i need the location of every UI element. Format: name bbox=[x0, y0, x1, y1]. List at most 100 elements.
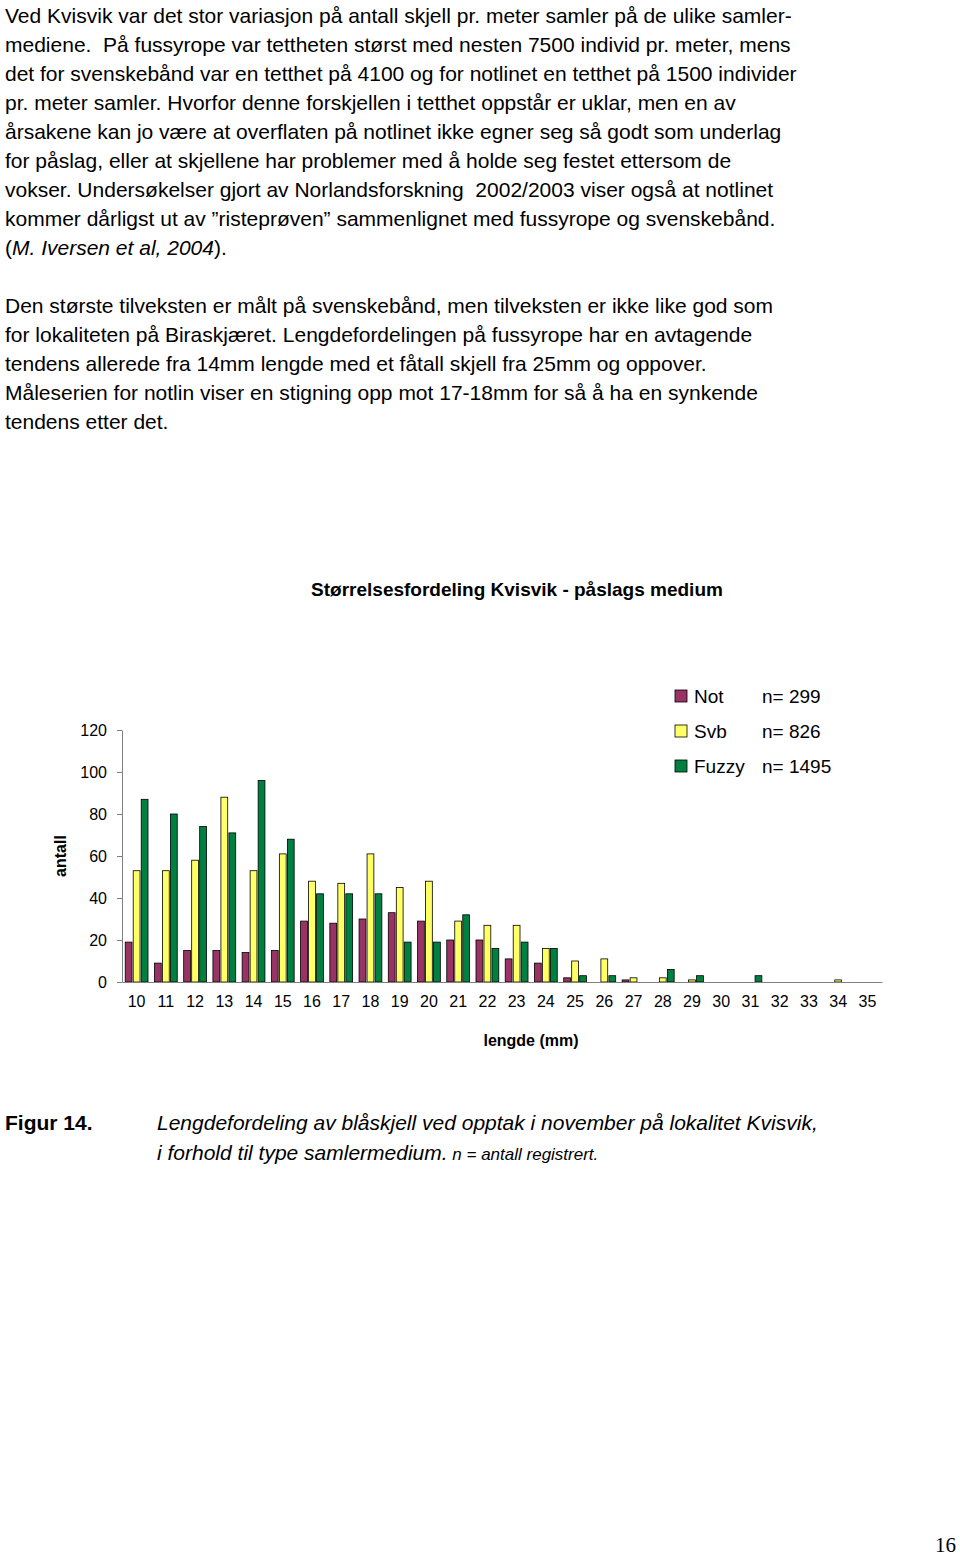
tick: 40 bbox=[89, 890, 122, 907]
legend-swatch bbox=[675, 760, 687, 772]
tick-label: 0 bbox=[98, 974, 107, 991]
tick-label: 35 bbox=[858, 993, 876, 1010]
bar bbox=[330, 923, 337, 982]
axis-line bbox=[122, 731, 123, 983]
tick: 21 bbox=[449, 982, 467, 1010]
bar bbox=[192, 860, 199, 982]
paragraph: Ved Kvisvik var det stor variasjon på an… bbox=[5, 1, 960, 262]
bar bbox=[346, 894, 353, 982]
x-axis: 1011121314151617181920212223242526272829… bbox=[123, 982, 883, 1010]
tick-label: 32 bbox=[771, 993, 789, 1010]
bar bbox=[404, 942, 411, 982]
figure-label: Figur 14. bbox=[5, 1108, 93, 1138]
tick-label: 19 bbox=[391, 993, 409, 1010]
tick-label: 40 bbox=[89, 890, 107, 907]
tick: 28 bbox=[654, 982, 672, 1010]
tick-label: 14 bbox=[245, 993, 263, 1010]
bar bbox=[550, 948, 557, 982]
bar bbox=[133, 871, 140, 982]
y-axis: 020406080100120 bbox=[80, 722, 122, 991]
axis-line bbox=[123, 982, 883, 983]
tick: 20 bbox=[89, 932, 122, 949]
x-axis-title: lengde (mm) bbox=[483, 1032, 578, 1049]
text-line: årsakene kan jo være at overflaten på no… bbox=[5, 117, 960, 146]
bar bbox=[213, 951, 220, 983]
bar bbox=[564, 978, 571, 982]
tick-label: 24 bbox=[537, 993, 555, 1010]
bar bbox=[580, 976, 587, 982]
tick-label: 21 bbox=[449, 993, 467, 1010]
tick: 31 bbox=[742, 982, 760, 1010]
text-run: n = antall registrert. bbox=[448, 1145, 599, 1164]
tick-label: 12 bbox=[186, 993, 204, 1010]
caption-line: Lengdefordeling av blåskjell ved opptak … bbox=[157, 1108, 818, 1138]
legend-count: n= 299 bbox=[762, 686, 821, 707]
bar bbox=[125, 942, 132, 982]
tick-mark bbox=[117, 772, 122, 773]
paragraph: Den største tilveksten er målt på svensk… bbox=[5, 291, 960, 436]
bar bbox=[388, 913, 395, 982]
text-line: det for svenskebånd var en tetthet på 41… bbox=[5, 59, 960, 88]
bar bbox=[154, 963, 161, 982]
text-line: tendens allerede fra 14mm lengde med et … bbox=[5, 349, 960, 378]
text-run: ( bbox=[5, 236, 12, 259]
bar bbox=[141, 799, 148, 982]
bar bbox=[359, 919, 366, 982]
tick: 22 bbox=[478, 982, 496, 1010]
tick: 20 bbox=[420, 982, 438, 1010]
bar bbox=[162, 871, 169, 982]
bar-series bbox=[133, 797, 841, 982]
bar bbox=[697, 976, 704, 982]
tick-label: 13 bbox=[215, 993, 233, 1010]
legend: Notn= 299Svbn= 826Fuzzyn= 1495 bbox=[675, 686, 831, 777]
bar bbox=[170, 814, 177, 982]
bar bbox=[279, 854, 286, 982]
bar bbox=[542, 948, 549, 982]
chart-title: Størrelsesfordeling Kvisvik - påslags me… bbox=[311, 579, 723, 600]
bar bbox=[814, 982, 821, 983]
y-axis-title: antall bbox=[52, 835, 69, 877]
tick-mark bbox=[117, 814, 122, 815]
tick: 16 bbox=[303, 982, 321, 1010]
bar bbox=[426, 881, 433, 982]
bar bbox=[200, 827, 207, 982]
bars bbox=[125, 780, 841, 982]
page-number: 16 bbox=[935, 1533, 956, 1558]
tick: 24 bbox=[537, 982, 555, 1010]
tick-label: 17 bbox=[332, 993, 350, 1010]
tick: 33 bbox=[800, 982, 818, 1010]
legend-label: Svb bbox=[694, 721, 727, 742]
legend-label: Fuzzy bbox=[694, 756, 745, 777]
bar bbox=[534, 963, 541, 982]
tick: 11 bbox=[158, 982, 175, 1010]
bar bbox=[434, 942, 441, 982]
tick: 14 bbox=[245, 982, 263, 1010]
bar bbox=[784, 982, 791, 983]
text-line: for lokaliteten på Biraskjæret. Lengdefo… bbox=[5, 320, 960, 349]
text-line: kommer dårligst ut av ”risteprøven” samm… bbox=[5, 204, 960, 233]
text-run: i forhold til type samlermedium. bbox=[157, 1141, 448, 1164]
tick-label: 120 bbox=[80, 722, 107, 739]
tick-mark bbox=[117, 856, 122, 857]
bar bbox=[776, 982, 783, 983]
figure-caption: Lengdefordeling av blåskjell ved opptak … bbox=[157, 1108, 818, 1170]
bar bbox=[768, 982, 775, 983]
tick-label: 27 bbox=[625, 993, 643, 1010]
tick-label: 18 bbox=[362, 993, 380, 1010]
tick: 18 bbox=[362, 982, 380, 1010]
chart: Størrelsesfordeling Kvisvik - påslags me… bbox=[0, 0, 960, 1559]
page: Ved Kvisvik var det stor variasjon på an… bbox=[0, 0, 960, 1559]
legend-swatch bbox=[675, 690, 687, 702]
tick-mark bbox=[117, 730, 122, 731]
bar bbox=[521, 942, 528, 982]
bar bbox=[258, 780, 265, 982]
legend-count: n= 1495 bbox=[762, 756, 831, 777]
tick-label: 10 bbox=[128, 993, 146, 1010]
bar bbox=[250, 871, 257, 982]
tick-label: 23 bbox=[508, 993, 526, 1010]
bar bbox=[338, 883, 345, 982]
bar bbox=[843, 982, 850, 983]
text-run: Lengdefordeling av blåskjell ved opptak … bbox=[157, 1111, 818, 1134]
legend-swatch bbox=[675, 725, 687, 737]
tick: 27 bbox=[625, 982, 643, 1010]
